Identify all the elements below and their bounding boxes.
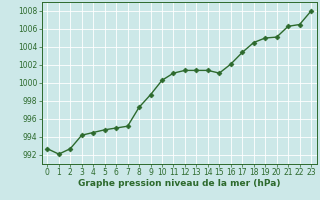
X-axis label: Graphe pression niveau de la mer (hPa): Graphe pression niveau de la mer (hPa): [78, 179, 280, 188]
